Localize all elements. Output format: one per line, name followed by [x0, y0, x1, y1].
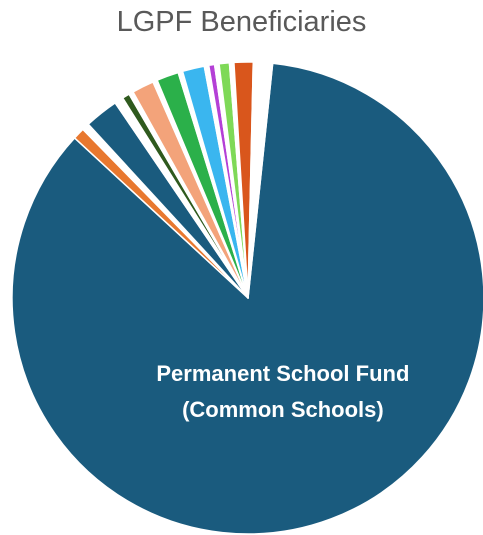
chart-title: LGPF Beneficiaries	[116, 6, 367, 38]
pie-slices	[11, 61, 483, 535]
pie-slice-18	[247, 61, 274, 299]
slice-label-0-line-1: (Common Schools)	[182, 397, 384, 422]
pie-labels: Permanent School Fund (Common Schools)	[156, 361, 409, 422]
slice-label-0-line-0: Permanent School Fund	[156, 361, 409, 386]
pie-slice-0	[11, 62, 483, 535]
